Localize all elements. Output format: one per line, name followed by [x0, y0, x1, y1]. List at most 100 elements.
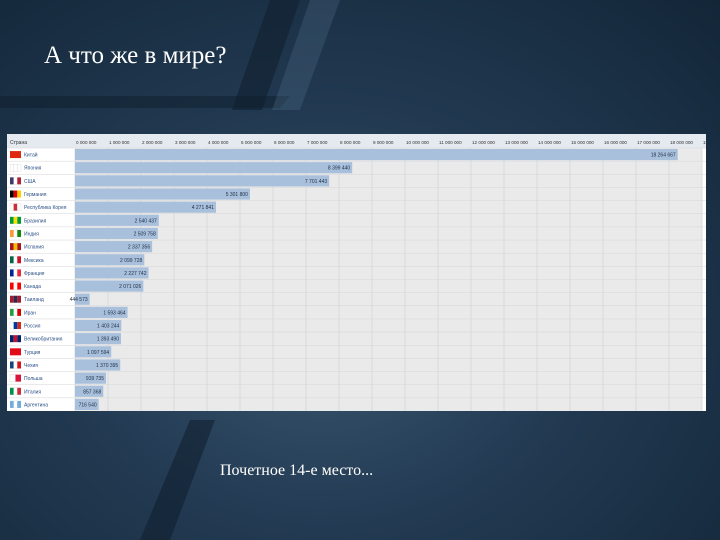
x-tick-label: 10 000 000: [406, 140, 429, 145]
category-label: Аргентина: [24, 402, 48, 408]
category-label: Польша: [24, 376, 43, 382]
value-label: 1 403 244: [97, 324, 119, 330]
category-label: Таиланд: [24, 297, 44, 303]
country-flag: [17, 177, 21, 185]
x-tick-label: 7 000 000: [307, 140, 328, 145]
x-tick-label: 4 000 000: [208, 140, 229, 145]
country-flag: [10, 269, 14, 277]
category-label: Республика Корея: [24, 205, 67, 211]
x-tick-label: 17 000 000: [637, 140, 660, 145]
category-label: Иран: [24, 310, 36, 316]
country-flag: [10, 256, 14, 264]
country-flag: [17, 295, 21, 303]
country-flag: [10, 216, 14, 224]
country-flag: [17, 203, 22, 211]
category-label: Бразилия: [24, 218, 47, 224]
country-flag: [17, 335, 21, 343]
bar: [75, 306, 128, 318]
country-flag: [10, 282, 14, 290]
value-label: 2 540 437: [135, 218, 157, 224]
country-flag: [15, 374, 21, 382]
country-flag: [10, 335, 14, 343]
bar: [75, 398, 99, 410]
x-tick-label: 12 000 000: [472, 140, 495, 145]
country-flag: [13, 216, 18, 224]
country-flag: [13, 400, 18, 409]
x-tick-label: 2 000 000: [142, 140, 163, 145]
x-tick-label: 19 000 000: [703, 140, 706, 145]
value-label: 1 593 464: [103, 310, 125, 316]
country-flag: [13, 269, 18, 277]
country-flag: [13, 243, 18, 251]
bar: [75, 227, 158, 240]
country-flag: [17, 282, 21, 290]
country-flag: [17, 400, 21, 408]
value-label: 7 701 443: [305, 179, 327, 185]
chart-header: [7, 134, 706, 148]
bar: [75, 372, 107, 384]
country-flag: [10, 151, 21, 159]
bar: [75, 241, 153, 253]
country-flag: [10, 177, 14, 185]
bar: [75, 333, 121, 345]
bar: [75, 175, 330, 187]
x-tick-label: 5 000 000: [241, 140, 262, 145]
x-tick-label: 3 000 000: [175, 140, 196, 145]
category-label: США: [24, 179, 36, 185]
x-tick-label: 1 000 000: [109, 140, 130, 145]
country-flag: [9, 321, 14, 330]
bar: [75, 149, 678, 161]
bar: [75, 280, 144, 292]
category-label: Япония: [24, 166, 42, 172]
category-label: Китай: [24, 152, 38, 159]
bar-chart: Страна 0 000 000 1 000 000 2 000 000 3 000 0…: [7, 134, 706, 411]
x-tick-label: 11 000 000: [439, 140, 462, 145]
country-flag: [17, 361, 21, 369]
bar: [75, 254, 145, 266]
bar: [75, 319, 122, 332]
category-label: Великобритания: [24, 337, 63, 343]
column-header-label: Страна: [10, 140, 27, 146]
x-tick-label: 8 000 000: [340, 140, 361, 145]
category-label: Мексика: [24, 258, 44, 264]
bar: [75, 359, 121, 371]
bar: [75, 214, 159, 226]
country-flag: [17, 308, 21, 316]
value-label: 444 573: [70, 297, 88, 303]
bar: [75, 162, 353, 174]
country-flag: [9, 164, 14, 172]
value-label: 2 509 758: [134, 231, 156, 237]
country-flag: [13, 361, 18, 369]
country-flag: [17, 216, 21, 224]
country-flag: [9, 203, 14, 211]
country-flag: [13, 335, 18, 343]
bar: [75, 267, 149, 279]
x-tick-label: 13 000 000: [505, 140, 528, 145]
value-label: 1 393 490: [97, 337, 119, 343]
country-flag: [13, 203, 18, 211]
category-label: Германия: [24, 192, 47, 198]
x-tick-label: 16 000 000: [604, 140, 627, 145]
x-tick-label: 15 000 000: [571, 140, 594, 145]
value-label: 2 337 356: [128, 245, 150, 251]
value-label: 1 370 395: [96, 363, 118, 369]
bar: [75, 188, 250, 200]
x-tick-label: 6 000 000: [274, 140, 295, 145]
category-label: Испания: [24, 245, 44, 251]
value-label: 8 399 440: [328, 166, 350, 172]
value-label: 4 271 841: [192, 205, 214, 211]
chart-container: Страна 0 000 000 1 000 000 2 000 000 3 000 0…: [7, 134, 706, 411]
value-label: 939 735: [86, 376, 104, 382]
country-flag: [13, 282, 18, 290]
country-flag: [10, 308, 14, 316]
bar: [75, 385, 104, 397]
country-flag: [17, 269, 21, 277]
x-tick-label: 18 000 000: [670, 140, 693, 145]
value-label: 2 227 742: [124, 271, 146, 277]
bar: [75, 201, 216, 213]
category-label: Франция: [24, 271, 45, 277]
country-flag: [17, 243, 21, 251]
category-label: Канада: [24, 284, 41, 290]
value-label: 2 099 728: [120, 258, 142, 264]
